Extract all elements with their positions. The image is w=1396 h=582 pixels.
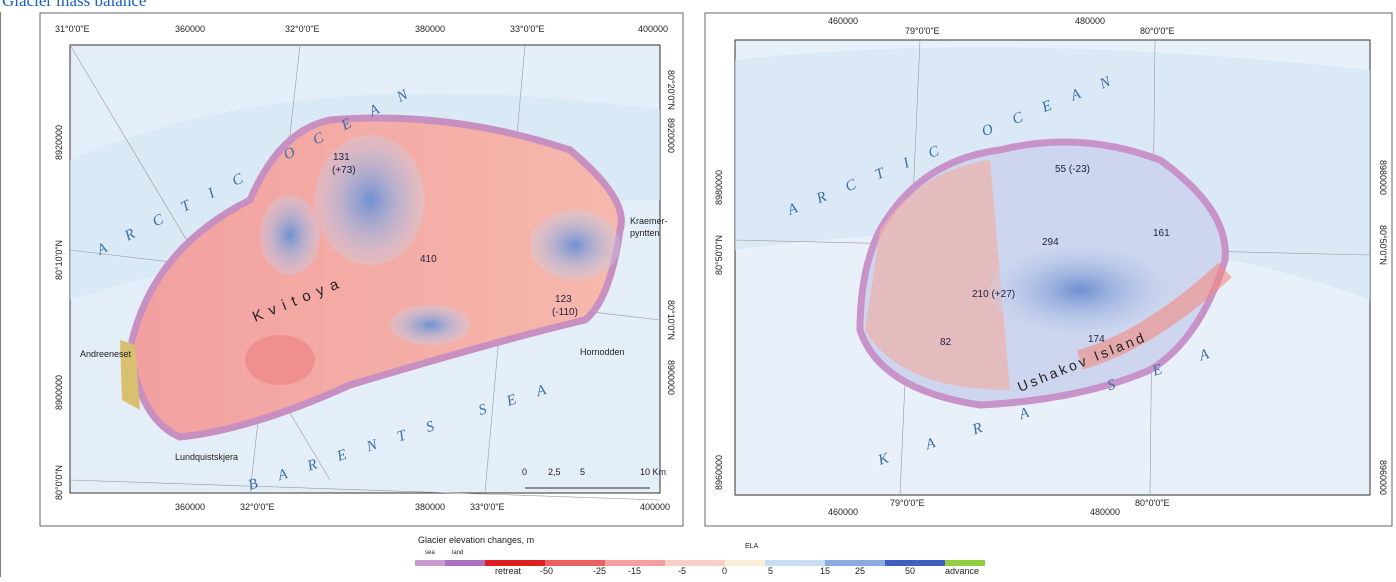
tick-label: 79°0'0"E bbox=[890, 498, 925, 508]
legend-label: 50 bbox=[905, 566, 915, 576]
legend-title: Glacier elevation changes, m bbox=[418, 535, 534, 545]
point-label: 410 bbox=[420, 254, 437, 265]
tick-label: 460000 bbox=[828, 16, 858, 26]
legend-sea: sea bbox=[425, 550, 435, 556]
place-label: Lundquistskjera bbox=[175, 452, 238, 462]
tick-label: 8980000 bbox=[1378, 160, 1388, 195]
place-label: Andreeneset bbox=[80, 349, 132, 359]
tick-label: 360000 bbox=[175, 24, 205, 34]
point-label: 55 (-23) bbox=[1055, 164, 1090, 175]
scale-label: 10 Km bbox=[640, 467, 666, 477]
legend-label: advance bbox=[945, 566, 979, 576]
tick-label: 31°0'0"E bbox=[55, 24, 90, 34]
tick-label: 32°0'0"E bbox=[285, 24, 320, 34]
legend-label: 5 bbox=[768, 566, 773, 576]
title: Glacier mass balance bbox=[2, 0, 146, 10]
legend-label: -25 bbox=[593, 566, 606, 576]
tick-label: 80°0'0"E bbox=[1140, 26, 1175, 36]
legend-label: 15 bbox=[820, 566, 830, 576]
place-label: pyntten bbox=[630, 228, 660, 238]
tick-label: 79°0'0"E bbox=[905, 26, 940, 36]
page: Glacier mass balance 31°0'0"E 360000 32°… bbox=[0, 0, 1396, 577]
point-label: (-110) bbox=[552, 307, 578, 318]
legend-label: -50 bbox=[540, 566, 553, 576]
tick-label: 460000 bbox=[828, 507, 858, 517]
place-label: Hornodden bbox=[580, 347, 625, 357]
legend-label: 0 bbox=[722, 566, 727, 576]
legend-label: -5 bbox=[678, 566, 686, 576]
tick-label: 80°0'0"E bbox=[1135, 498, 1170, 508]
point-label: 174 bbox=[1088, 334, 1105, 345]
place-label: Kraemer- bbox=[630, 216, 668, 226]
tick-label: 8920000 bbox=[54, 125, 64, 160]
right-map: 460000 79°0'0"E 480000 80°0'0"E 460000 7… bbox=[705, 13, 1392, 526]
tick-label: 8900000 bbox=[54, 375, 64, 410]
tick-label: 360000 bbox=[175, 502, 205, 512]
scale-label: 0 bbox=[522, 467, 527, 477]
legend: Glacier elevation changes, m sea land EL… bbox=[415, 535, 985, 576]
tick-label: 33°0'0"E bbox=[510, 24, 545, 34]
tick-label: 32°0'0"E bbox=[240, 502, 275, 512]
tick-label: 400000 bbox=[638, 24, 668, 34]
tick-label: 33°0'0"E bbox=[470, 502, 505, 512]
tick-label: 80°10'0"N bbox=[666, 300, 676, 340]
tick-label: 480000 bbox=[1075, 16, 1105, 26]
tick-label: 8960000 bbox=[1378, 460, 1388, 495]
tick-label: 80°0'0"N bbox=[54, 465, 64, 500]
tick-label: 80°50'0"N bbox=[1378, 225, 1388, 265]
point-label: (+73) bbox=[332, 165, 356, 176]
point-label: 294 bbox=[1042, 237, 1059, 248]
tick-label: 400000 bbox=[640, 502, 670, 512]
left-map: 31°0'0"E 360000 32°0'0"E 380000 33°0'0"E… bbox=[40, 13, 683, 526]
tick-label: 380000 bbox=[415, 502, 445, 512]
tick-label: 8900000 bbox=[666, 360, 676, 395]
tick-label: 8920000 bbox=[666, 118, 676, 153]
tick-label: 8980000 bbox=[714, 170, 724, 205]
tick-label: 80°10'0"N bbox=[54, 240, 64, 280]
tick-label: 80°20'0"N bbox=[666, 70, 676, 110]
legend-label: 25 bbox=[855, 566, 865, 576]
scale-label: 5 bbox=[580, 467, 585, 477]
tick-label: 380000 bbox=[415, 24, 445, 34]
legend-label: retreat bbox=[495, 566, 522, 576]
point-label: 210 (+27) bbox=[972, 289, 1015, 300]
legend-ela: ELA bbox=[745, 543, 759, 550]
point-label: 161 bbox=[1153, 228, 1170, 239]
point-label: 131 bbox=[333, 152, 350, 163]
tick-label: 80°50'0"N bbox=[714, 235, 724, 275]
tick-label: 480000 bbox=[1090, 507, 1120, 517]
legend-label: -15 bbox=[628, 566, 641, 576]
tick-label: 8960000 bbox=[714, 455, 724, 490]
point-label: 123 bbox=[555, 294, 572, 305]
legend-land: land bbox=[452, 550, 463, 556]
scale-label: 2,5 bbox=[548, 467, 561, 477]
point-label: 82 bbox=[940, 337, 952, 348]
